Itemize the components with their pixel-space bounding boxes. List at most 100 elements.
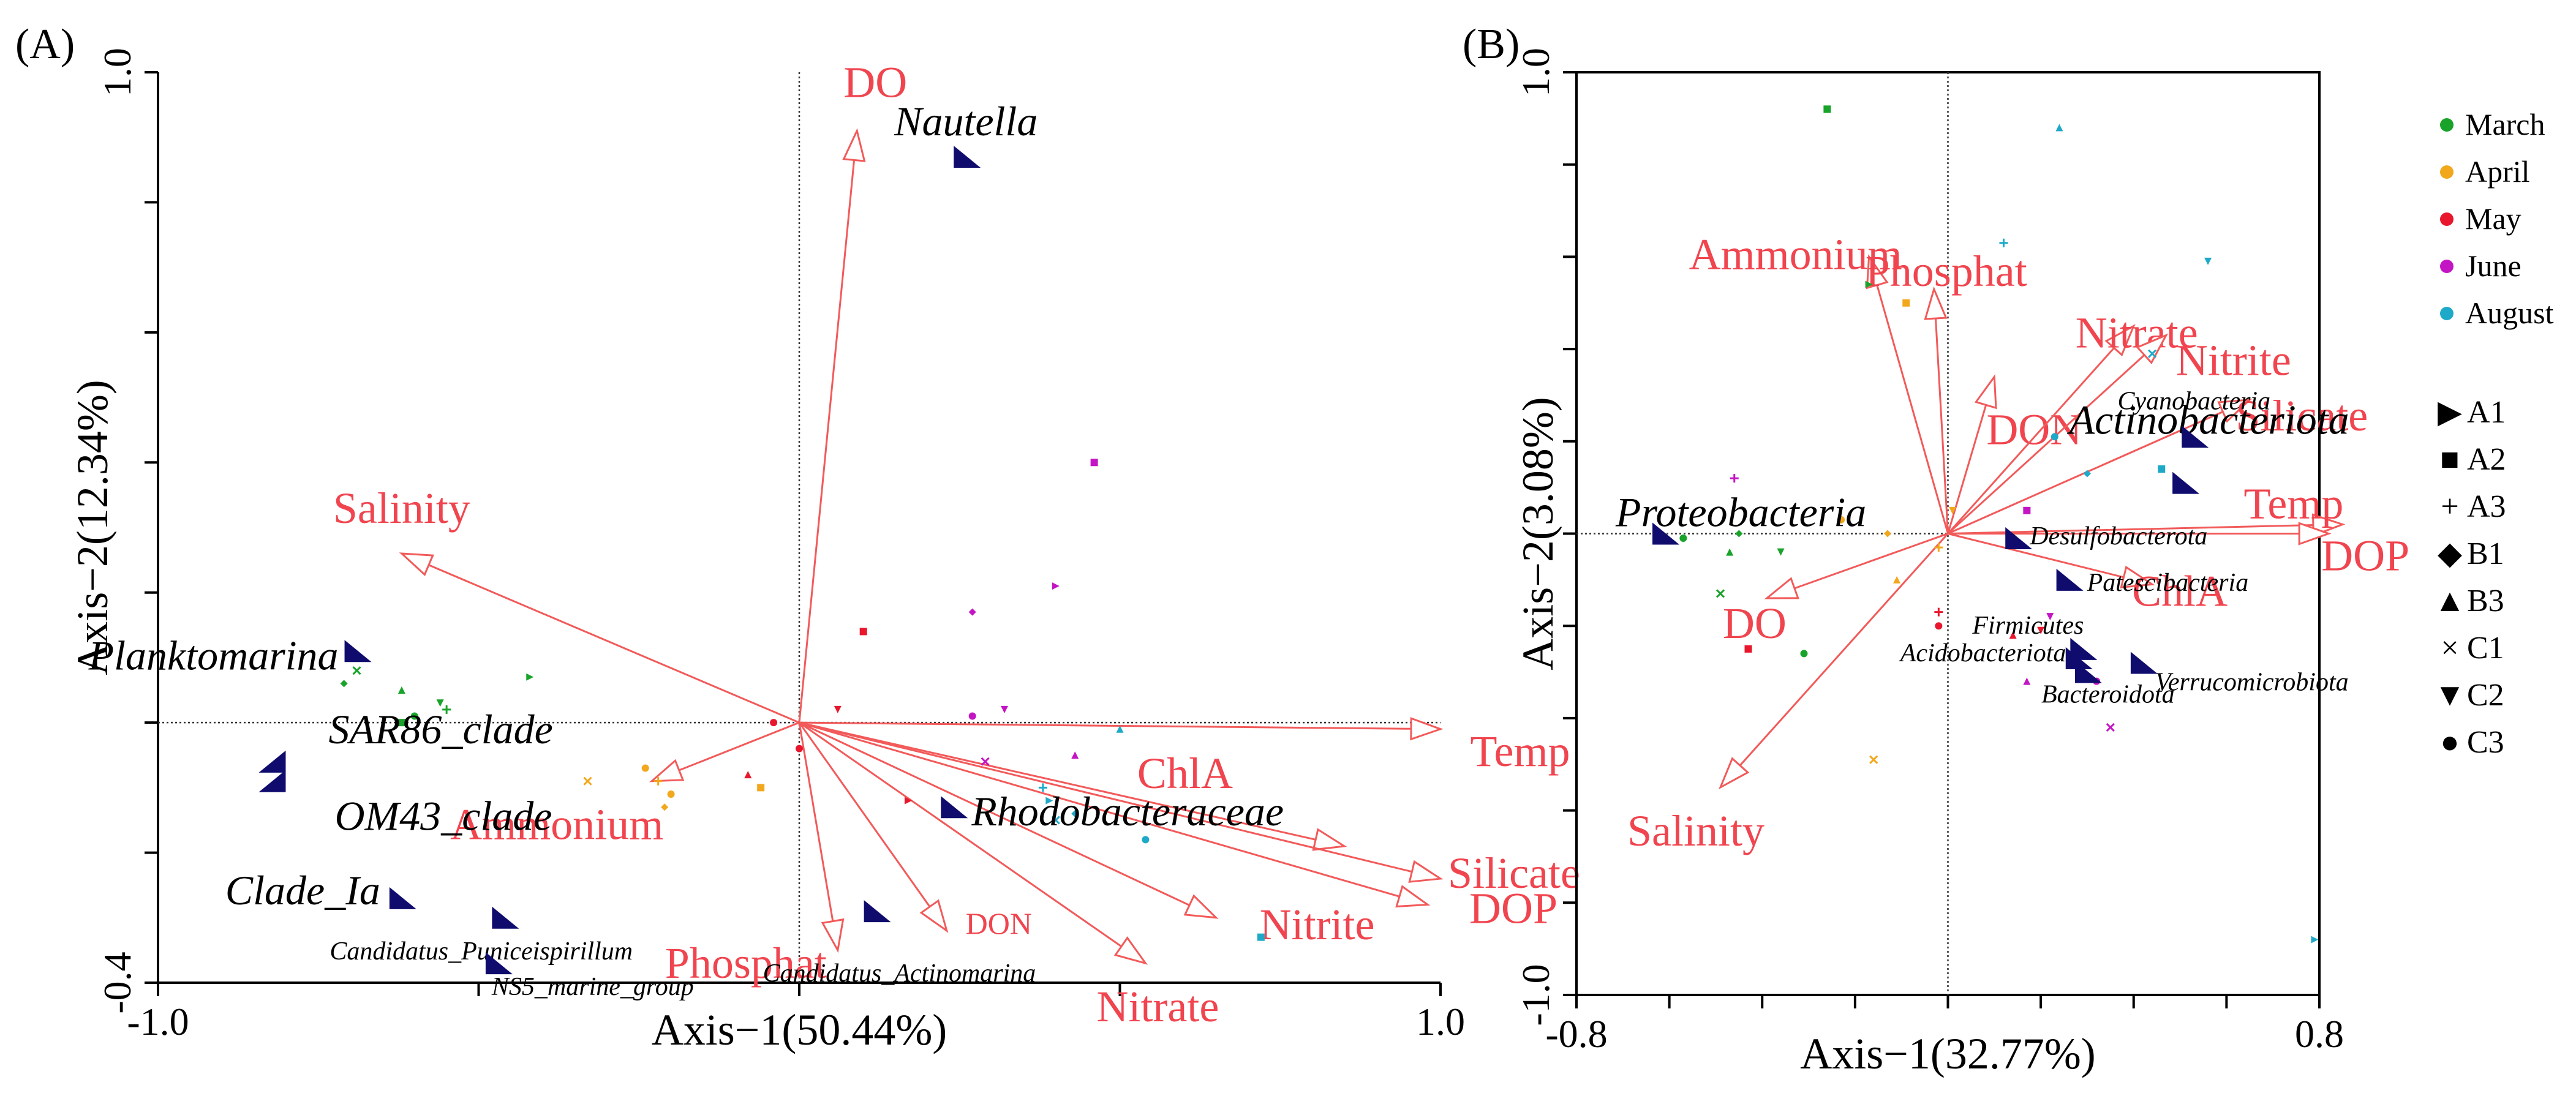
sample-point	[1038, 783, 1047, 792]
taxon-marker	[2172, 471, 2200, 494]
y-tick-label: -1.0	[1514, 964, 1557, 1026]
env-vector-line	[1947, 404, 1987, 534]
env-vector-line	[799, 721, 1316, 841]
sample-point	[526, 673, 534, 681]
taxon-marker	[954, 146, 981, 168]
sample-point	[667, 790, 675, 798]
sample-point	[2009, 631, 2017, 639]
env-vector-arrowhead	[399, 552, 434, 576]
env-vector-label: ChlA	[2132, 566, 2228, 615]
legend-month-label: August	[2465, 296, 2554, 330]
sample-point	[968, 712, 976, 720]
y-tick-label: -0.4	[96, 951, 139, 1013]
env-vector-arrowhead	[1183, 894, 1219, 919]
taxon-marker	[864, 900, 891, 923]
taxon-marker	[492, 906, 519, 929]
legend-shape-glyph: ▶	[2438, 395, 2462, 430]
env-vector-label: ChlA	[1137, 749, 1233, 798]
sample-point	[1071, 751, 1079, 759]
legend-month-swatch	[2440, 212, 2454, 226]
sample-point	[410, 712, 418, 720]
sample-point	[583, 776, 592, 786]
sample-point	[1823, 105, 1831, 113]
legend-shape-glyph: ×	[2441, 631, 2458, 666]
env-vector-label: DO	[843, 58, 907, 107]
env-vector-arrowhead	[1974, 374, 1997, 410]
env-vector-label: Temp	[1471, 727, 1570, 776]
legend-shape-glyph: +	[2441, 489, 2458, 524]
env-vector-line	[798, 160, 856, 723]
x-axis-title: Axis−1(32.77%)	[1800, 1029, 2096, 1078]
legend-month-swatch	[2440, 307, 2454, 320]
env-vector-arrowhead	[649, 759, 685, 783]
env-vector-line	[799, 721, 1412, 730]
env-vector-label: Temp	[2243, 479, 2343, 528]
sample-point	[1679, 535, 1687, 542]
env-vector-line	[799, 721, 1400, 898]
taxon-marker	[344, 640, 372, 662]
panel-label: (B)	[1463, 21, 1520, 68]
taxon-label: Patescibacteria	[2087, 569, 2249, 597]
sample-point	[2158, 465, 2166, 473]
env-vector-line	[798, 722, 834, 921]
taxon-marker	[2070, 637, 2098, 660]
env-vector-label: Nitrate	[2076, 308, 2198, 357]
legend-shape-glyph: ◆	[2438, 536, 2462, 571]
panel-a: -1.0 1.0 -0.4 1.0 Axis−1(50.44%) Axis−2(12.34…	[15, 21, 1580, 1054]
legend-shape-glyph: ■	[2440, 442, 2459, 477]
sample-point	[904, 797, 912, 805]
env-vector-label: DO	[1723, 599, 1787, 648]
legend-month-swatch	[2440, 260, 2454, 273]
taxon-marker	[2065, 647, 2093, 669]
sample-point	[796, 745, 803, 753]
taxon-marker	[2005, 527, 2033, 550]
sample-point	[1949, 506, 1957, 514]
sample-point	[1935, 622, 1943, 630]
sample-point	[1934, 543, 1943, 552]
panel-b: -0.8 0.8 -1.0 1.0 Axis−1(32.77%) Axis−2(3.08%…	[1463, 21, 2409, 1078]
legend-shape-glyph: ▲	[2434, 584, 2465, 618]
env-vector-label: Salinity	[1627, 806, 1764, 855]
env-vector-line	[799, 721, 1190, 906]
env-vector-label: DOP	[2321, 531, 2409, 580]
env-vector-arrowhead	[821, 918, 845, 953]
taxon-label: Actinobacteriota	[2067, 397, 2349, 443]
legend-shape-label: C3	[2467, 725, 2504, 760]
env-vector-line	[1794, 533, 1949, 590]
sample-point	[661, 803, 669, 811]
legend-month-label: June	[2465, 249, 2521, 283]
legend: March April May June August ▶ A1■ A2 + A3◆ B1▲ B3 × C…	[2434, 107, 2553, 760]
sample-point	[2046, 613, 2054, 621]
env-vector-line	[1876, 285, 1949, 534]
sample-point	[1726, 548, 1734, 556]
env-vector-arrowhead	[1764, 577, 1799, 599]
sample-point	[1869, 755, 1878, 764]
taxon-label: Nautella	[894, 98, 1038, 145]
sample-point	[968, 608, 976, 616]
y-tick-label: 1.0	[1514, 48, 1557, 97]
env-vector-arrowhead	[1408, 860, 1444, 883]
x-axis-title: Axis−1(50.44%)	[652, 1005, 947, 1054]
sample-point	[1837, 516, 1845, 524]
env-vector-label: DOP	[1469, 884, 1557, 933]
legend-month-swatch	[2440, 165, 2454, 179]
sample-point	[1116, 725, 1124, 733]
env-vector-arrowhead	[1395, 885, 1431, 908]
sample-point	[2023, 506, 2031, 514]
sample-point	[1051, 816, 1060, 825]
env-vector-arrowhead	[1924, 286, 1948, 320]
legend-month-label: May	[2465, 201, 2521, 236]
sample-point	[436, 699, 444, 707]
env-vector-label: Nitrate	[1096, 982, 1219, 1031]
sample-point	[1715, 589, 1725, 598]
env-vector-line	[1947, 354, 2145, 535]
env-vector-label: Phosphat	[1866, 247, 2027, 296]
env-vector-label: DON	[1986, 405, 2082, 454]
env-vector-arrowhead	[1410, 717, 1444, 741]
sample-point	[1893, 576, 1901, 584]
taxon-marker	[2130, 651, 2158, 674]
taxon-label: Acidobacteriota	[1899, 639, 2066, 667]
env-vector-label: Salinity	[333, 484, 470, 533]
sample-point	[397, 719, 405, 727]
